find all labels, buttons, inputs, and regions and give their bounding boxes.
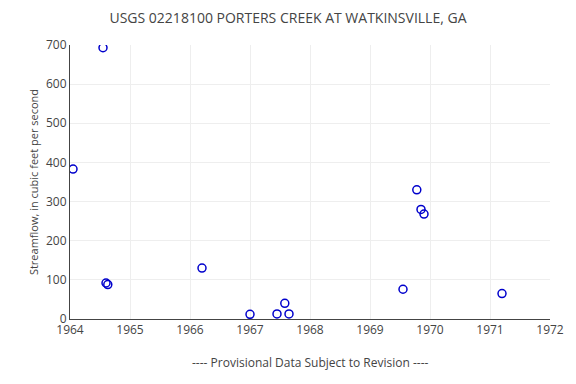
svg-text:600: 600: [46, 75, 67, 92]
svg-text:300: 300: [46, 193, 67, 210]
svg-text:500: 500: [46, 114, 67, 131]
svg-text:1964: 1964: [56, 321, 84, 338]
svg-text:1971: 1971: [476, 321, 503, 338]
svg-text:1968: 1968: [296, 321, 324, 338]
svg-text:0: 0: [60, 310, 67, 327]
svg-text:100: 100: [46, 271, 67, 288]
svg-text:200: 200: [46, 232, 67, 249]
svg-text:USGS 02218100 PORTERS CREEK AT: USGS 02218100 PORTERS CREEK AT WATKINSVI…: [109, 8, 466, 27]
svg-text:1972: 1972: [536, 321, 564, 338]
svg-text:1966: 1966: [176, 321, 204, 338]
svg-text:1970: 1970: [416, 321, 444, 338]
svg-text:700: 700: [46, 36, 67, 53]
svg-text:1965: 1965: [116, 321, 144, 338]
svg-text:1969: 1969: [356, 321, 384, 338]
svg-text:---- Provisional Data Subject: ---- Provisional Data Subject to Revisio…: [192, 354, 429, 371]
svg-text:Streamflow, in cubic feet per: Streamflow, in cubic feet per second: [26, 89, 41, 275]
svg-text:1967: 1967: [236, 321, 264, 338]
svg-text:400: 400: [46, 154, 67, 171]
